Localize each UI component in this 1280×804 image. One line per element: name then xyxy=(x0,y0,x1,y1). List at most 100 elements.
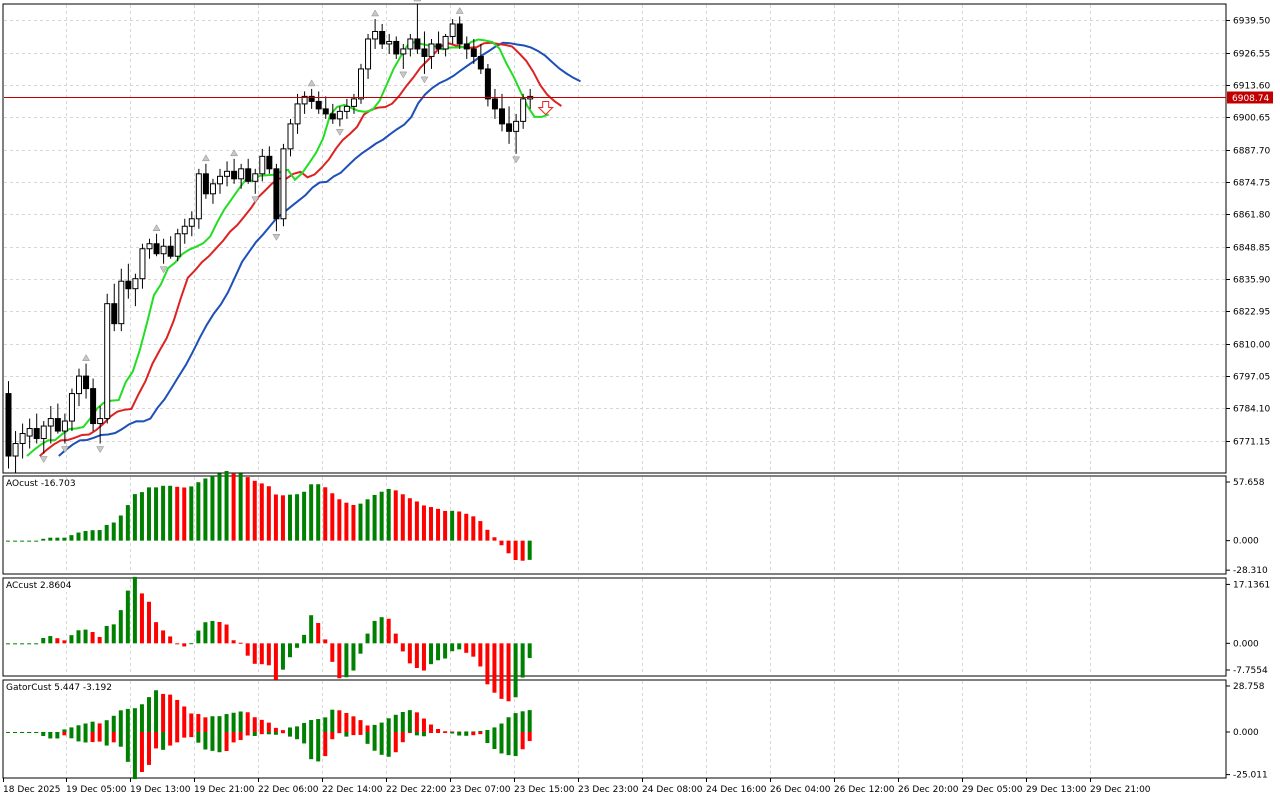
ao-bar xyxy=(104,524,109,541)
candle xyxy=(287,123,294,150)
candle xyxy=(26,428,33,437)
gator-upper-bar xyxy=(337,710,342,732)
gator-lower-bar xyxy=(196,731,201,743)
gator-upper-bar xyxy=(520,711,525,732)
ao-bar xyxy=(147,487,151,541)
ac-bar xyxy=(20,643,25,645)
ac-bar xyxy=(457,643,462,650)
ac-bar xyxy=(330,643,335,662)
ao-bar xyxy=(210,475,215,541)
ac-bar xyxy=(76,630,81,644)
ao-bar xyxy=(196,482,201,541)
gator-lower-bar xyxy=(379,731,384,755)
candle xyxy=(231,170,238,180)
gator-lower-bar xyxy=(13,731,18,733)
ao-bar xyxy=(365,499,370,541)
ac-bar xyxy=(210,620,215,644)
x-tick-label: 18 Dec 2025 xyxy=(3,785,61,795)
gator-upper-bar xyxy=(252,717,257,732)
gator-upper-bar xyxy=(506,717,511,732)
gator-upper-bar xyxy=(76,725,81,732)
ac-bar xyxy=(358,643,363,654)
gator-upper-bar xyxy=(83,723,88,732)
candle xyxy=(181,225,188,235)
candle xyxy=(90,388,97,425)
gator-lower-bar xyxy=(154,731,159,749)
ac-bar xyxy=(393,633,398,644)
gator-upper-bar xyxy=(386,718,391,732)
candle xyxy=(47,418,54,427)
candle xyxy=(372,30,379,40)
x-tick-label: 19 Dec 13:00 xyxy=(130,785,191,795)
gator-upper-bar xyxy=(147,697,151,732)
gator-lower-bar xyxy=(443,731,448,733)
ao-bar xyxy=(280,495,285,541)
candle xyxy=(358,68,364,100)
ac-bar xyxy=(259,643,264,665)
ac-bar xyxy=(252,643,257,664)
ao-bar xyxy=(464,513,469,541)
gator-lower-bar xyxy=(238,731,243,741)
candle xyxy=(322,108,329,115)
candle xyxy=(5,393,12,457)
gator-lower-bar xyxy=(252,731,257,737)
ac-bar xyxy=(90,632,95,644)
gator-upper-bar xyxy=(154,690,159,732)
candle xyxy=(252,173,259,182)
ao-bar xyxy=(527,540,532,560)
gator-lower-bar xyxy=(27,731,32,733)
gator-lower-bar xyxy=(231,731,236,743)
ao-bar xyxy=(245,477,250,541)
ao-bar xyxy=(400,494,405,541)
ac-bar xyxy=(203,622,208,644)
candle xyxy=(421,48,428,57)
ao-bar xyxy=(76,532,81,541)
candle xyxy=(336,110,343,120)
y-tick-label: 0.000 xyxy=(1233,728,1259,738)
gator-lower-bar xyxy=(421,731,426,737)
gator-lower-bar xyxy=(520,731,525,750)
gator-upper-bar xyxy=(189,713,194,732)
lips-line xyxy=(26,38,550,457)
candle xyxy=(386,40,393,45)
fractal-up-icon xyxy=(82,354,90,361)
candle xyxy=(139,248,146,280)
gator-upper-bar xyxy=(288,727,292,732)
gator-lower-bar xyxy=(118,731,123,747)
candle xyxy=(301,95,308,105)
x-tick-label: 29 Dec 13:00 xyxy=(1026,785,1087,795)
ac-bar xyxy=(132,576,137,644)
ac-bar xyxy=(154,622,159,644)
gator-lower-bar xyxy=(295,731,300,740)
ac-bar xyxy=(344,643,349,678)
x-tick-label: 29 Dec 05:00 xyxy=(962,785,1023,795)
gator-upper-bar xyxy=(478,730,483,732)
candle xyxy=(484,68,491,100)
ac-bar xyxy=(13,643,18,645)
gator-upper-bar xyxy=(485,729,490,732)
y-tick-label: 6784.10 xyxy=(1233,405,1270,415)
gator-lower-bar xyxy=(506,731,511,756)
teeth-line xyxy=(39,41,562,457)
gator-label: GatorCust 5.447 -3.192 xyxy=(6,683,112,694)
gator-lower-bar xyxy=(104,731,109,746)
gator-upper-bar xyxy=(421,718,426,732)
ao-bar xyxy=(154,487,159,541)
fractal-down-icon xyxy=(335,129,344,136)
candle xyxy=(456,23,463,45)
gator-upper-bar xyxy=(203,717,208,732)
candle xyxy=(19,433,26,445)
gator-lower-bar xyxy=(90,731,95,743)
candle xyxy=(245,168,252,182)
y-tick-label: 6861.80 xyxy=(1233,211,1270,221)
gator-lower-bar xyxy=(76,731,81,742)
y-tick-label: 6939.50 xyxy=(1233,17,1270,27)
ac-bar xyxy=(62,640,67,644)
ac-bar xyxy=(309,615,314,644)
ao-bar xyxy=(252,480,257,541)
ao-bar xyxy=(485,529,490,541)
gator-lower-bar xyxy=(266,731,271,735)
gator-lower-bar xyxy=(386,731,391,757)
